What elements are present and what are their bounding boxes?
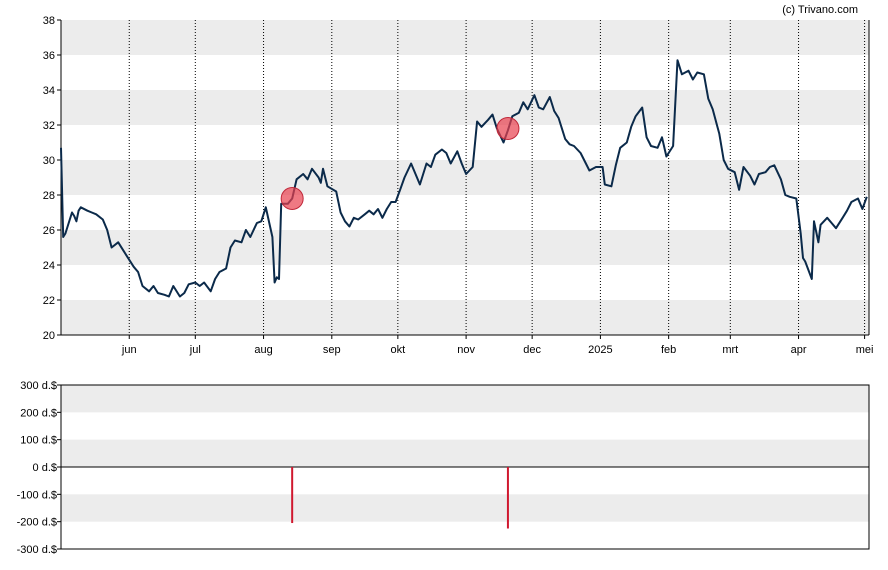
y-tick-label: 38 <box>43 15 55 27</box>
y-tick-label: 22 <box>43 295 55 307</box>
price-grid-band <box>61 230 869 265</box>
x-tick-label: mrt <box>722 344 738 356</box>
y-tick-label: 20 <box>43 330 55 342</box>
credit-label: (c) Trivano.com <box>782 4 858 16</box>
x-tick-label: jun <box>121 344 137 356</box>
y-tick-label: 28 <box>43 190 55 202</box>
y-tick-label: 32 <box>43 120 55 132</box>
y-tick-label: 200 d.$ <box>20 407 57 419</box>
y-tick-label: 300 d.$ <box>20 380 57 392</box>
price-line <box>60 59 868 298</box>
x-tick-label: aug <box>254 344 272 356</box>
y-tick-label: 36 <box>43 50 55 62</box>
x-tick-label: dec <box>523 344 541 356</box>
y-tick-label: 24 <box>43 260 55 272</box>
x-tick-label: mei <box>856 344 874 356</box>
x-tick-label: okt <box>391 344 406 356</box>
y-tick-label: 0 d.$ <box>33 462 57 474</box>
event-marker <box>496 117 520 140</box>
price-grid-band <box>61 300 869 335</box>
x-tick-label: feb <box>661 344 676 356</box>
x-tick-label: jul <box>189 344 201 356</box>
volume-grid-band <box>61 439 869 467</box>
event-marker <box>280 187 304 210</box>
x-tick-label: 2025 <box>588 344 612 356</box>
x-tick-label: nov <box>457 344 475 356</box>
price-grid-band <box>61 90 869 125</box>
y-tick-label: 26 <box>43 225 55 237</box>
y-tick-label: 100 d.$ <box>20 435 57 447</box>
x-tick-label: sep <box>323 344 341 356</box>
y-tick-label: -100 d.$ <box>17 489 57 501</box>
y-tick-label: 34 <box>43 85 55 97</box>
y-tick-label: -300 d.$ <box>17 544 57 556</box>
price-grid-band <box>61 160 869 195</box>
y-tick-label: 30 <box>43 155 55 167</box>
y-tick-label: -200 d.$ <box>17 517 57 529</box>
price-grid-band <box>61 20 869 55</box>
x-tick-label: apr <box>791 344 807 356</box>
volume-grid-band <box>61 494 869 522</box>
volume-grid-band <box>61 385 869 413</box>
